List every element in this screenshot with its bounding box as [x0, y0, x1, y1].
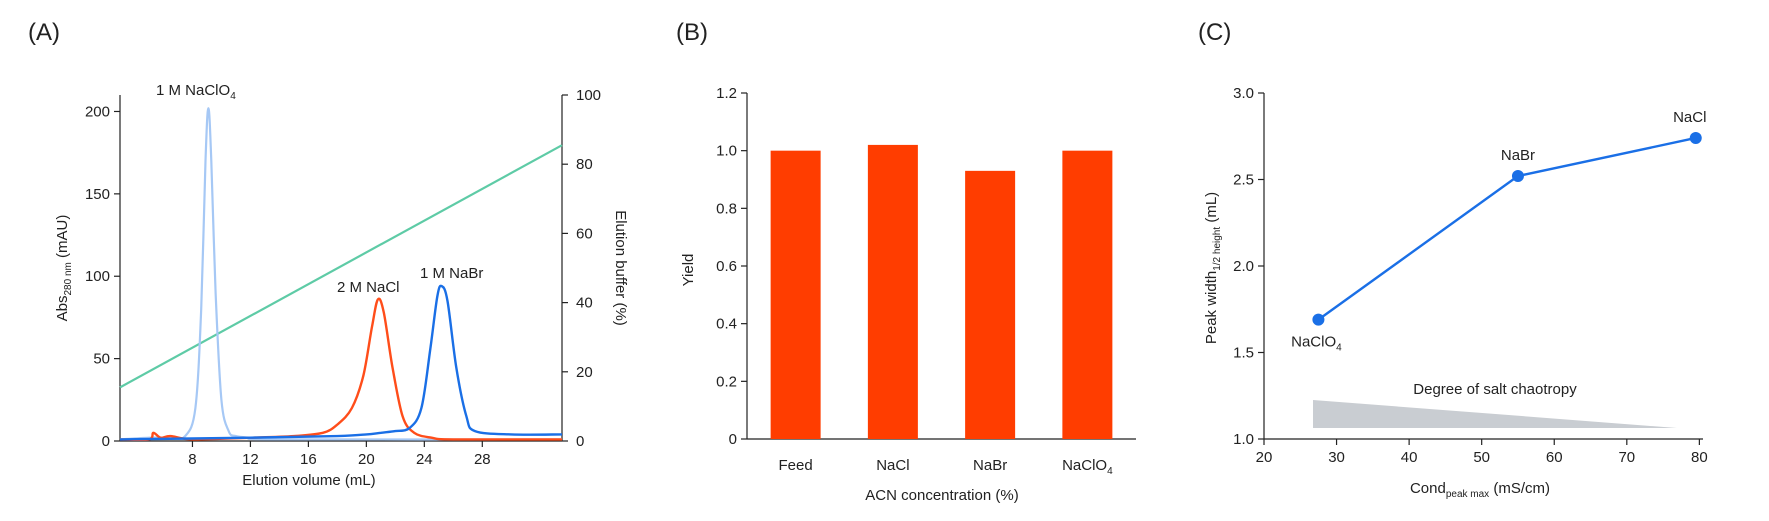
- panel-b-y-label: Yield: [680, 254, 697, 287]
- y2-tick-label: 0: [576, 433, 584, 450]
- y-tick-label: 3.0: [1233, 85, 1254, 102]
- panel-b-bars: [770, 144, 1113, 439]
- y2-tick-label: 20: [576, 364, 593, 381]
- data-point: [1312, 313, 1325, 326]
- y-tick-label: 0.4: [716, 316, 737, 333]
- y2-tick-label: 80: [576, 156, 593, 173]
- bar-nabr: [965, 170, 1016, 439]
- x-tick-label: 70: [1618, 449, 1635, 466]
- x-tick-label: 20: [358, 451, 375, 468]
- x-tick-label: 50: [1473, 449, 1490, 466]
- panel-b-label: (B): [676, 19, 708, 46]
- x-tick-label: 24: [416, 451, 433, 468]
- point-label: NaClO4: [1291, 334, 1342, 354]
- bar-feed: [770, 150, 821, 439]
- panel-c-y-label: Peak width1/2 height (mL): [1203, 192, 1223, 344]
- y-tick-label: 200: [85, 103, 110, 120]
- y2-tick-label: 100: [576, 87, 601, 104]
- panel-a-series: [119, 107, 563, 442]
- peak-width-line: [1317, 136, 1696, 321]
- panel-a-x-label: Elution volume (mL): [242, 472, 375, 489]
- y-tick-label: 1.2: [716, 85, 737, 102]
- y-tick-label: 0: [729, 431, 737, 448]
- chaotropy-label: Degree of salt chaotropy: [1413, 381, 1577, 398]
- point-label: NaCl: [1673, 109, 1706, 126]
- elution-gradient-line: [119, 144, 563, 389]
- panel-a-y-ticks: 0 50 100 150 200: [85, 103, 120, 450]
- point-label: NaBr: [1501, 147, 1535, 164]
- chromatogram-naclo4: [119, 107, 563, 441]
- panel-c-y-ticks: 1.0 1.5 2.0 2.5 3.0: [1233, 85, 1264, 448]
- chromatogram-nacl: [119, 297, 563, 442]
- panel-b-x-ticks: Feed NaCl NaBr NaClO4: [779, 457, 1114, 477]
- x-tick-label: 60: [1546, 449, 1563, 466]
- x-tick-label: 8: [188, 451, 196, 468]
- bar-naclo: [1062, 150, 1113, 439]
- y-tick-label: 0.2: [716, 373, 737, 390]
- x-tick-label: 20: [1256, 449, 1273, 466]
- y-tick-label: 0: [102, 433, 110, 450]
- y-tick-label: 1.0: [1233, 431, 1254, 448]
- y-tick-label: 2.0: [1233, 258, 1254, 275]
- y-tick-label: 2.5: [1233, 172, 1254, 189]
- y-tick-label: 100: [85, 268, 110, 285]
- panel-b-y-ticks: 0 0.2 0.4 0.6 0.8 1.0 1.2: [716, 85, 747, 448]
- panel-b-x-label: ACN concentration (%): [865, 487, 1018, 504]
- y-tick-label: 0.6: [716, 258, 737, 275]
- x-tick-label: 40: [1401, 449, 1418, 466]
- y-tick-label: 0.8: [716, 200, 737, 217]
- x-tick-label: NaBr: [973, 457, 1007, 474]
- x-tick-label: 16: [300, 451, 317, 468]
- y-tick-label: 1.0: [716, 143, 737, 160]
- panel-a-x-ticks: 8 12 16 20 24 28: [188, 441, 491, 468]
- bar-nacl: [867, 144, 918, 439]
- panel-a-y2-ticks: 0 20 40 60 80 100: [562, 87, 601, 450]
- x-tick-label: 28: [474, 451, 491, 468]
- panel-a-y2-label: Elution buffer (%): [612, 210, 629, 326]
- y2-tick-label: 60: [576, 225, 593, 242]
- panel-c-x-ticks: 20 30 40 50 60 70 80: [1256, 439, 1708, 466]
- panel-c-series: NaClO4 NaBr NaCl: [1291, 109, 1706, 354]
- panel-b: (B) 0 0.2 0.4 0.6 0.8 1.0 1.2 Feed NaCl NaBr NaCl…: [676, 19, 1136, 504]
- x-tick-label: 30: [1328, 449, 1345, 466]
- panel-c-label: (C): [1198, 19, 1231, 46]
- x-tick-label: 80: [1691, 449, 1708, 466]
- panel-a-y-label: Abs280 nm (mAU): [54, 215, 74, 322]
- y-tick-label: 50: [93, 351, 110, 368]
- x-tick-label: NaCl: [876, 457, 909, 474]
- y-tick-label: 1.5: [1233, 345, 1254, 362]
- annot-nabr: 1 M NaBr: [420, 265, 483, 282]
- annot-nacl: 2 M NaCl: [337, 279, 400, 296]
- panel-a: (A) 8 12 16 20 24 28 0 50 100 150 200 0 20 40 60 80 10…: [28, 19, 629, 489]
- chromatogram-nabr: [119, 284, 563, 441]
- panel-a-label: (A): [28, 19, 60, 46]
- data-point: [1511, 170, 1524, 183]
- x-tick-label: 12: [242, 451, 259, 468]
- x-tick-label: NaClO4: [1062, 457, 1113, 477]
- y2-tick-label: 40: [576, 295, 593, 312]
- annot-naclo4: 1 M NaClO4: [156, 82, 236, 102]
- y-tick-label: 150: [85, 186, 110, 203]
- x-tick-label: Feed: [779, 457, 813, 474]
- chaotropy-wedge: [1313, 400, 1677, 428]
- panel-c: (C) 1.0 1.5 2.0 2.5 3.0 20 30 40 50 60 70 80 Degre…: [1198, 19, 1708, 500]
- data-point: [1689, 131, 1702, 144]
- panel-c-x-label: Condpeak max (mS/cm): [1410, 480, 1550, 500]
